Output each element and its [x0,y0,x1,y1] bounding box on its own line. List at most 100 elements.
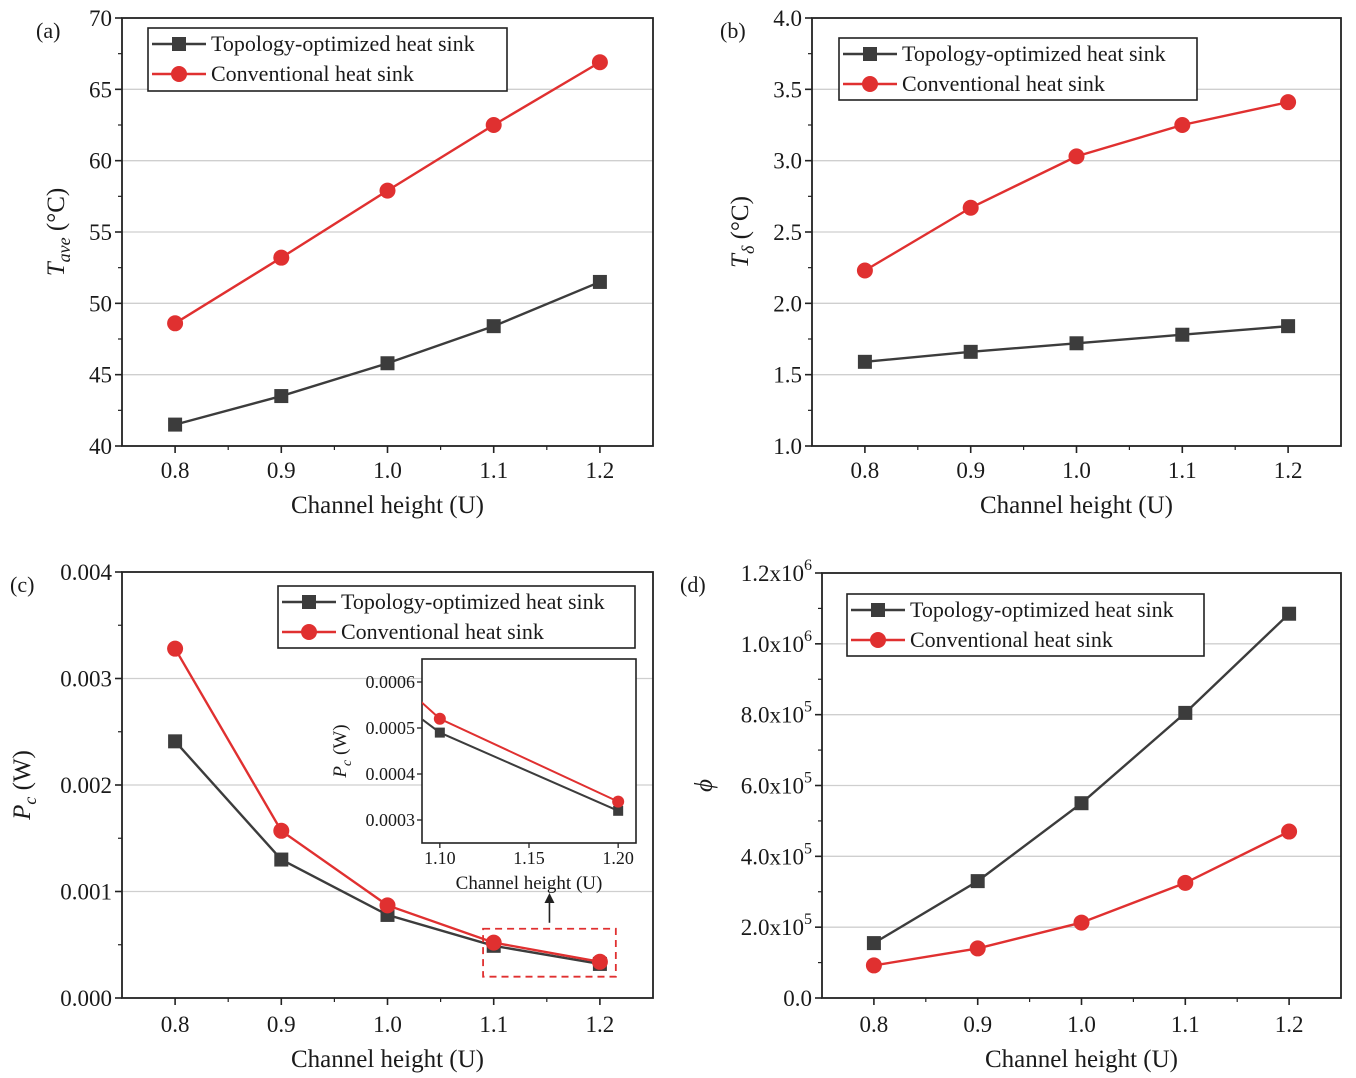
data-point [273,822,290,839]
inset-y-tick-label: 0.0004 [366,764,416,784]
y-axis-symbol: T [727,252,754,268]
inset-series [422,701,625,816]
y-tick-base: 4.0x10 [741,844,804,869]
legend-label: Topology-optimized heat sink [341,589,605,614]
y-tick-label: 0.002 [60,773,112,798]
inset-data-point [433,712,446,725]
data-point [1282,606,1297,621]
data-point [1069,336,1084,351]
y-axis-unit: (W) [9,750,36,797]
legend-box [846,593,1205,657]
y-tick-label: 4.0x105 [741,840,812,869]
y-tick-exponent: 5 [804,699,812,716]
inset-x-tick-label: 1.10 [424,848,456,868]
x-axis-title: Channel height (U) [980,492,1173,519]
y-tick-label: 2.5 [773,220,802,245]
data-point [274,852,289,867]
chart-panel-c: 0.000 0.001 0.002 0.003 0.004 0.8 0.9 1.0 1.1 1.2… [9,560,654,1073]
x-tick-label: 1.1 [479,458,508,483]
legend-marker [870,632,886,648]
y-tick-base: 1.0x10 [741,632,804,657]
inset-chart: 0.0003 0.0004 0.0005 0.0006 1.10 1.15 1.20 Chan… [330,658,637,894]
inset-data-point [613,805,624,816]
x-tick-label: 0.9 [267,1012,296,1037]
x-tick-label: 1.1 [1168,458,1197,483]
data-point [1068,148,1085,165]
y-tick-label: 3.0 [773,149,802,174]
legend-label: Conventional heat sink [902,71,1105,96]
y-tick-label: 65 [89,77,112,102]
y-tick-exponent: 5 [804,840,812,857]
data-point [1074,796,1089,811]
legend-marker [172,37,186,51]
panel-label: (c) [10,572,34,597]
x-tick-label: 1.2 [1275,1012,1304,1037]
x-tick-label: 0.8 [860,1012,889,1037]
data-point [485,117,502,133]
y-tick-exponent: 5 [804,911,812,928]
data-point [380,356,395,371]
inset-y-axis-title: Pc (W) [330,724,355,778]
y-axis-subscript: δ [738,245,758,254]
legend-marker [171,66,187,82]
inset-data-point [434,727,445,738]
y-axis-title: ϕ [691,779,718,792]
x-axis-title: Channel height (U) [985,1046,1178,1073]
data-point [1178,705,1193,720]
data-point [168,417,183,432]
inset-x-tick-label: 1.20 [602,848,634,868]
y-tick-base: 6.0x10 [741,774,804,799]
legend-marker [302,595,316,609]
data-point [592,274,607,289]
data-point [379,182,396,199]
y-tick-label: 1.0x106 [741,628,812,657]
y-tick-base: 2.0x10 [741,915,804,940]
legend-label: Conventional heat sink [910,627,1113,652]
panel-label: (b) [720,18,746,43]
inset-y-tick-label: 0.0006 [366,672,416,692]
inset-y-tick-label: 0.0005 [366,718,416,738]
data-point [1280,94,1297,111]
data-point [963,344,978,359]
y-tick-exponent: 6 [804,628,812,645]
data-point [866,936,881,951]
data-point [379,897,396,914]
x-tick-label: 1.0 [1067,1012,1096,1037]
inset-x-tick-label: 1.15 [513,848,545,868]
legend-label: Conventional heat sink [341,619,544,644]
x-tick-label: 1.0 [373,1012,402,1037]
data-point [274,389,289,404]
x-axis-title: Channel height (U) [291,1046,484,1073]
data-point [167,315,184,332]
y-axis-title: Pc (W) [9,750,40,821]
x-tick-label: 1.1 [479,1012,508,1037]
y-tick-label: 8.0x105 [741,699,812,728]
x-tick-label: 0.9 [963,1012,992,1037]
x-tick-label: 0.8 [161,458,190,483]
chart-panel-a: 40 45 50 55 60 65 70 0.8 0.9 1.0 1.1 1.2 Channel hei… [36,6,654,519]
y-axis-symbol: T [43,260,70,276]
data-point [1073,914,1090,931]
data-point [167,640,184,657]
legend-box [147,27,508,92]
data-point [1175,327,1190,342]
x-tick-label: 1.2 [586,458,615,483]
data-point [485,934,502,951]
x-tick-label: 0.8 [851,458,880,483]
legend-label: Topology-optimized heat sink [211,31,475,56]
x-tick-label: 0.8 [161,1012,190,1037]
inset-y-subscript: c [340,759,355,766]
legend-box [277,585,636,649]
legend-label: Topology-optimized heat sink [902,41,1166,66]
data-point [1174,117,1191,133]
inset-x-axis-title: Channel height (U) [456,873,603,894]
data-point [591,54,608,71]
y-tick-label: 1.0 [773,434,802,459]
legend-marker [863,47,877,61]
legend-box [838,37,1198,101]
y-tick-label: 2.0x105 [741,911,812,940]
legend-marker [301,624,317,640]
data-point [970,874,985,889]
y-axis-title: Tδ (°C) [727,196,758,268]
